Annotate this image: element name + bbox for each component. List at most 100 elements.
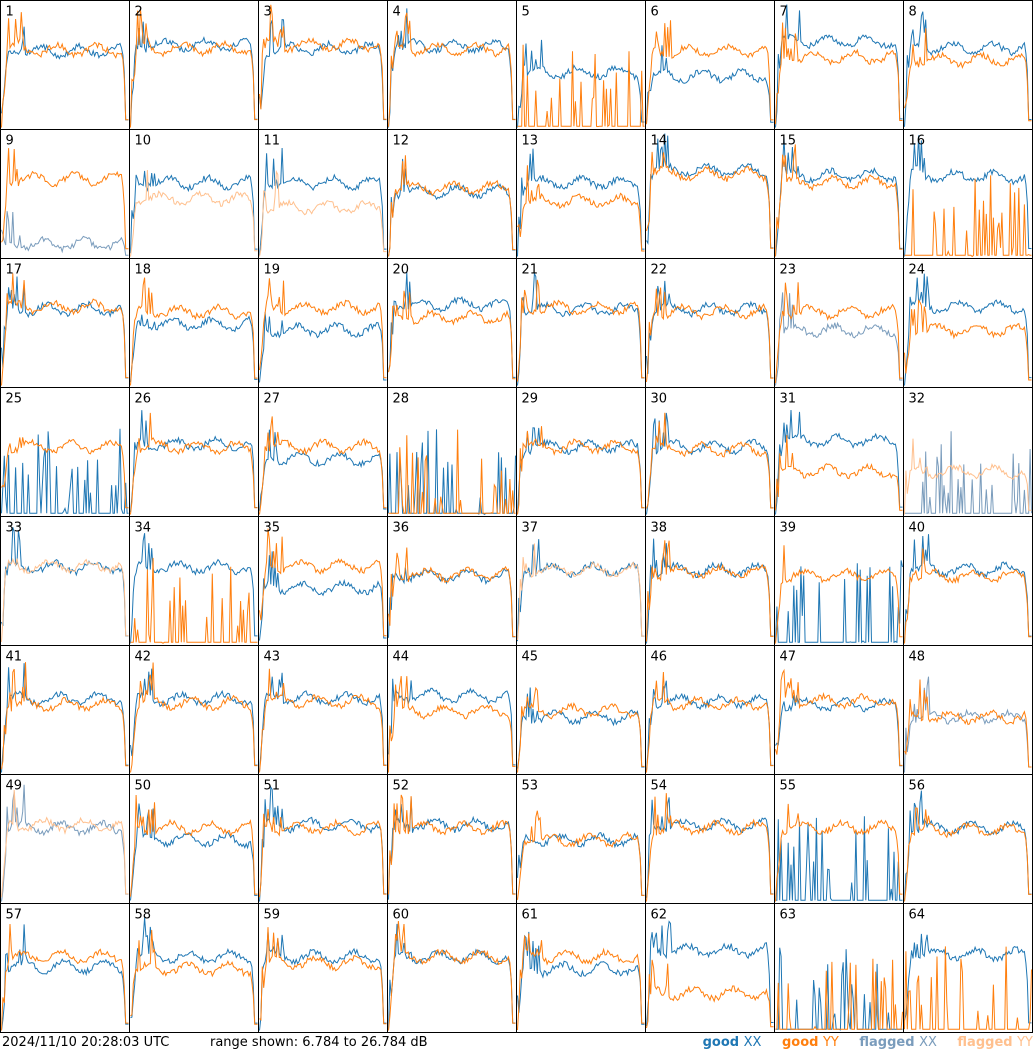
panel-number: 31 (780, 392, 797, 407)
series-xx (259, 312, 387, 383)
panel-number: 6 (651, 5, 659, 20)
panel-51: 51 (258, 774, 388, 904)
panel-frame (0, 387, 130, 517)
panel-frame (387, 903, 517, 1033)
panel-9: 9 (0, 129, 130, 259)
series-yy (130, 794, 258, 897)
panel-number: 29 (522, 392, 539, 407)
series-xx (904, 431, 1032, 515)
panel-20: 20 (387, 258, 517, 388)
panel-53: 53 (516, 774, 646, 904)
series-xx (130, 170, 258, 254)
panel-number: 55 (780, 779, 797, 794)
footer: 2024/11/10 20:28:03 UTC range shown: 6.7… (0, 1033, 1033, 1053)
panel-47: 47 (774, 645, 904, 775)
series-yy (517, 543, 645, 641)
series-yy (1, 662, 129, 770)
panel-frame (0, 774, 130, 904)
panel-19: 19 (258, 258, 388, 388)
panel-61: 61 (516, 903, 646, 1033)
series-xx (388, 8, 516, 128)
panel-4: 4 (387, 0, 517, 130)
panel-1: 1 (0, 0, 130, 130)
series-xx (904, 790, 1032, 902)
panel-frame (258, 129, 388, 259)
series-yy (1, 789, 129, 898)
panel-64: 64 (903, 903, 1033, 1033)
panel-number: 27 (264, 392, 281, 407)
series-xx (259, 672, 387, 772)
panel-number: 62 (651, 908, 668, 923)
panel-12: 12 (387, 129, 517, 259)
series-xx (130, 668, 258, 766)
panel-frame (774, 0, 904, 130)
series-yy (259, 278, 387, 379)
panel-number: 53 (522, 779, 539, 794)
panel-frame (0, 0, 130, 130)
panel-number: 13 (522, 134, 539, 149)
panel-number: 40 (909, 521, 926, 536)
series-yy (130, 929, 258, 1025)
legend-flagged-yy: flagged YY (957, 1035, 1033, 1050)
series-yy (775, 545, 903, 644)
panel-frame (903, 774, 1033, 904)
panel-31: 31 (774, 387, 904, 517)
panel-11: 11 (258, 129, 388, 259)
panel-number: 47 (780, 650, 797, 665)
panel-25: 25 (0, 387, 130, 517)
series-yy (259, 809, 387, 898)
panel-41: 41 (0, 645, 130, 775)
panel-number: 61 (522, 908, 539, 923)
panel-6: 6 (645, 0, 775, 130)
series-yy (517, 933, 645, 1031)
series-yy (904, 299, 1032, 381)
series-yy (775, 435, 903, 511)
series-xx (517, 271, 645, 386)
series-yy (517, 44, 645, 128)
panel-number: 18 (135, 263, 152, 278)
series-yy (388, 429, 516, 515)
series-xx (517, 539, 645, 642)
panel-39: 39 (774, 516, 904, 646)
series-yy (646, 959, 774, 1029)
series-yy (1, 437, 129, 509)
panel-number: 37 (522, 521, 539, 536)
panel-frame (645, 903, 775, 1033)
series-yy (904, 175, 1032, 258)
panel-37: 37 (516, 516, 646, 646)
legend-flagged-xx: flagged XX (859, 1035, 937, 1050)
series-xx (646, 412, 774, 515)
panel-number: 15 (780, 134, 797, 149)
panel-frame (645, 516, 775, 646)
panel-3: 3 (258, 0, 388, 130)
panel-frame (774, 258, 904, 388)
panel-frame (645, 258, 775, 388)
panel-56: 56 (903, 774, 1033, 904)
series-xx (517, 831, 645, 896)
series-yy (259, 528, 387, 637)
series-yy (775, 803, 903, 902)
panel-number: 32 (909, 392, 926, 407)
series-yy (646, 540, 774, 642)
panel-number: 11 (264, 134, 281, 149)
panel-number: 54 (651, 779, 668, 794)
panel-46: 46 (645, 645, 775, 775)
panel-number: 12 (393, 134, 410, 149)
panel-number: 19 (264, 263, 281, 278)
panel-52: 52 (387, 774, 517, 904)
series-yy (259, 927, 387, 1025)
series-yy (388, 547, 516, 638)
series-xx (517, 148, 645, 257)
panel-number: 14 (651, 134, 668, 149)
panel-frame (903, 903, 1033, 1033)
series-yy (1, 12, 129, 128)
panel-16: 16 (903, 129, 1033, 259)
panel-number: 24 (909, 263, 926, 278)
series-yy (517, 810, 645, 900)
panel-frame (129, 903, 259, 1033)
panel-number: 30 (651, 392, 668, 407)
panel-frame (129, 258, 259, 388)
panel-15: 15 (774, 129, 904, 259)
panel-number: 16 (909, 134, 926, 149)
series-yy (775, 282, 903, 384)
